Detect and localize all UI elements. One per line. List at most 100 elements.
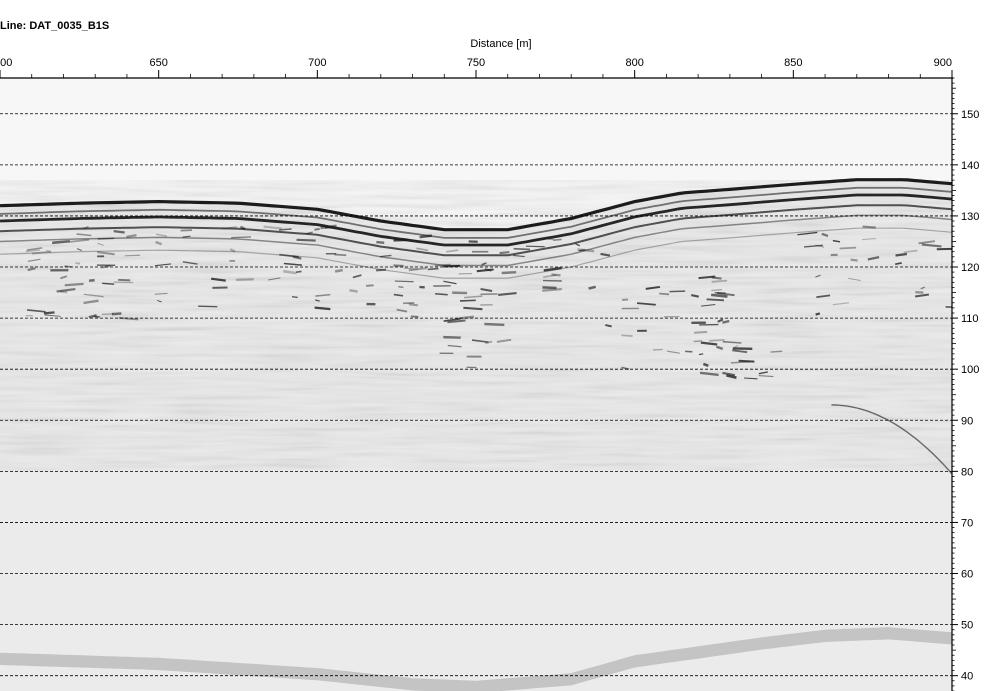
reflection-segment bbox=[645, 285, 661, 290]
reflection-segment bbox=[236, 278, 254, 281]
subsurface-reflection-group-6 bbox=[797, 225, 952, 316]
reflection-segment bbox=[738, 359, 755, 363]
reflection-segment bbox=[711, 279, 728, 283]
reflection-segment bbox=[667, 350, 680, 354]
reflection-segment bbox=[464, 295, 483, 299]
y-tick-label-150: 150 bbox=[961, 109, 979, 121]
reflection-segment bbox=[496, 338, 512, 343]
reflection-segment bbox=[101, 313, 114, 316]
reflection-segment bbox=[416, 247, 429, 252]
y-tick-label-60: 60 bbox=[961, 569, 973, 581]
reflection-segment bbox=[636, 302, 656, 306]
reflection-segment bbox=[832, 239, 841, 243]
y-tick-label-90: 90 bbox=[961, 415, 973, 427]
reflection-segment bbox=[578, 249, 586, 252]
reflection-segment bbox=[283, 269, 297, 275]
reflection-segment bbox=[296, 238, 316, 242]
reflection-segment bbox=[711, 288, 723, 292]
reflection-segment bbox=[722, 319, 730, 324]
reflection-segment bbox=[722, 340, 742, 344]
reflection-segment bbox=[155, 233, 168, 237]
reflection-segment bbox=[69, 238, 90, 243]
reflection-segment bbox=[314, 227, 320, 231]
reflection-segment bbox=[314, 306, 331, 311]
reflection-segment bbox=[543, 274, 557, 279]
surface-reflector-band-3 bbox=[0, 204, 952, 257]
reflection-segment bbox=[155, 240, 163, 246]
reflection-segment bbox=[182, 235, 191, 238]
reflection-segment bbox=[711, 293, 728, 298]
reflection-segment bbox=[349, 289, 358, 293]
reflection-segment bbox=[733, 344, 739, 348]
reflection-segment bbox=[543, 266, 562, 272]
reflection-segment bbox=[429, 242, 436, 246]
reflection-segment bbox=[848, 277, 861, 281]
reflection-segment bbox=[459, 299, 476, 302]
x-tick-label-900: 900 bbox=[934, 57, 952, 69]
reflection-segment bbox=[210, 277, 226, 282]
profile-line-label: Line: DAT_0035_B1S bbox=[0, 20, 110, 32]
reflection-segment bbox=[111, 312, 122, 316]
y-tick-label-100: 100 bbox=[961, 364, 979, 376]
reflection-segment bbox=[408, 303, 418, 307]
reflection-segment bbox=[862, 225, 876, 229]
reflection-segment bbox=[154, 263, 172, 267]
reflection-segment bbox=[83, 299, 99, 305]
reflection-segment bbox=[758, 375, 774, 378]
reflection-segment bbox=[803, 244, 823, 248]
reflection-segment bbox=[443, 317, 461, 322]
reflection-segment bbox=[821, 232, 829, 238]
reflection-segment bbox=[717, 318, 724, 323]
reflection-segment bbox=[157, 299, 162, 303]
reflection-segment bbox=[447, 344, 462, 348]
bottom-reflector bbox=[0, 627, 952, 691]
reflection-segment bbox=[403, 267, 418, 270]
reflection-segment bbox=[315, 299, 320, 302]
reflection-segment bbox=[832, 302, 850, 306]
x-tick-label-700: 700 bbox=[308, 57, 326, 69]
reflection-segment bbox=[770, 350, 783, 353]
reflection-segment bbox=[376, 240, 385, 244]
reflection-segment bbox=[815, 312, 821, 316]
reflection-segment bbox=[82, 226, 89, 229]
surface-reflector-band-5 bbox=[0, 227, 952, 279]
reflection-segment bbox=[435, 292, 448, 296]
reflection-segment bbox=[267, 277, 281, 281]
reflection-segment bbox=[699, 371, 719, 377]
reflection-segment bbox=[334, 253, 347, 257]
y-tick-label-120: 120 bbox=[961, 262, 979, 274]
y-tick-label-110: 110 bbox=[961, 313, 979, 325]
y-tick-label-140: 140 bbox=[961, 160, 979, 172]
reflection-segment bbox=[154, 292, 168, 295]
reflection-segment bbox=[76, 233, 92, 237]
reflection-segment bbox=[600, 252, 611, 257]
reflection-segment bbox=[867, 255, 880, 261]
reflection-segment bbox=[124, 254, 141, 257]
reflection-segment bbox=[693, 340, 702, 343]
reflection-segment bbox=[551, 273, 561, 277]
x-axis-title: Distance [m] bbox=[470, 38, 532, 50]
reflection-segment bbox=[26, 247, 43, 251]
reflection-segment bbox=[903, 249, 918, 254]
reflection-segment bbox=[463, 306, 483, 311]
reflection-segment bbox=[64, 282, 84, 287]
reflection-segment bbox=[920, 286, 926, 290]
reflection-segment bbox=[434, 263, 451, 267]
reflection-segment bbox=[702, 362, 709, 368]
reflection-segment bbox=[126, 234, 137, 239]
reflection-segment bbox=[476, 268, 494, 273]
reflection-segment bbox=[279, 228, 292, 231]
reflection-segment bbox=[43, 311, 55, 315]
reflection-segment bbox=[88, 278, 95, 283]
reflection-segment bbox=[758, 371, 768, 375]
reflection-segment bbox=[46, 249, 52, 253]
reflection-segment bbox=[484, 340, 493, 345]
reflection-segment bbox=[575, 243, 581, 247]
reflection-segment bbox=[60, 275, 68, 280]
x-tick-label-800: 800 bbox=[625, 57, 643, 69]
reflection-segment bbox=[815, 274, 821, 278]
reflection-segment bbox=[393, 293, 404, 297]
reflection-segment bbox=[27, 258, 41, 262]
reflection-segment bbox=[895, 262, 902, 266]
